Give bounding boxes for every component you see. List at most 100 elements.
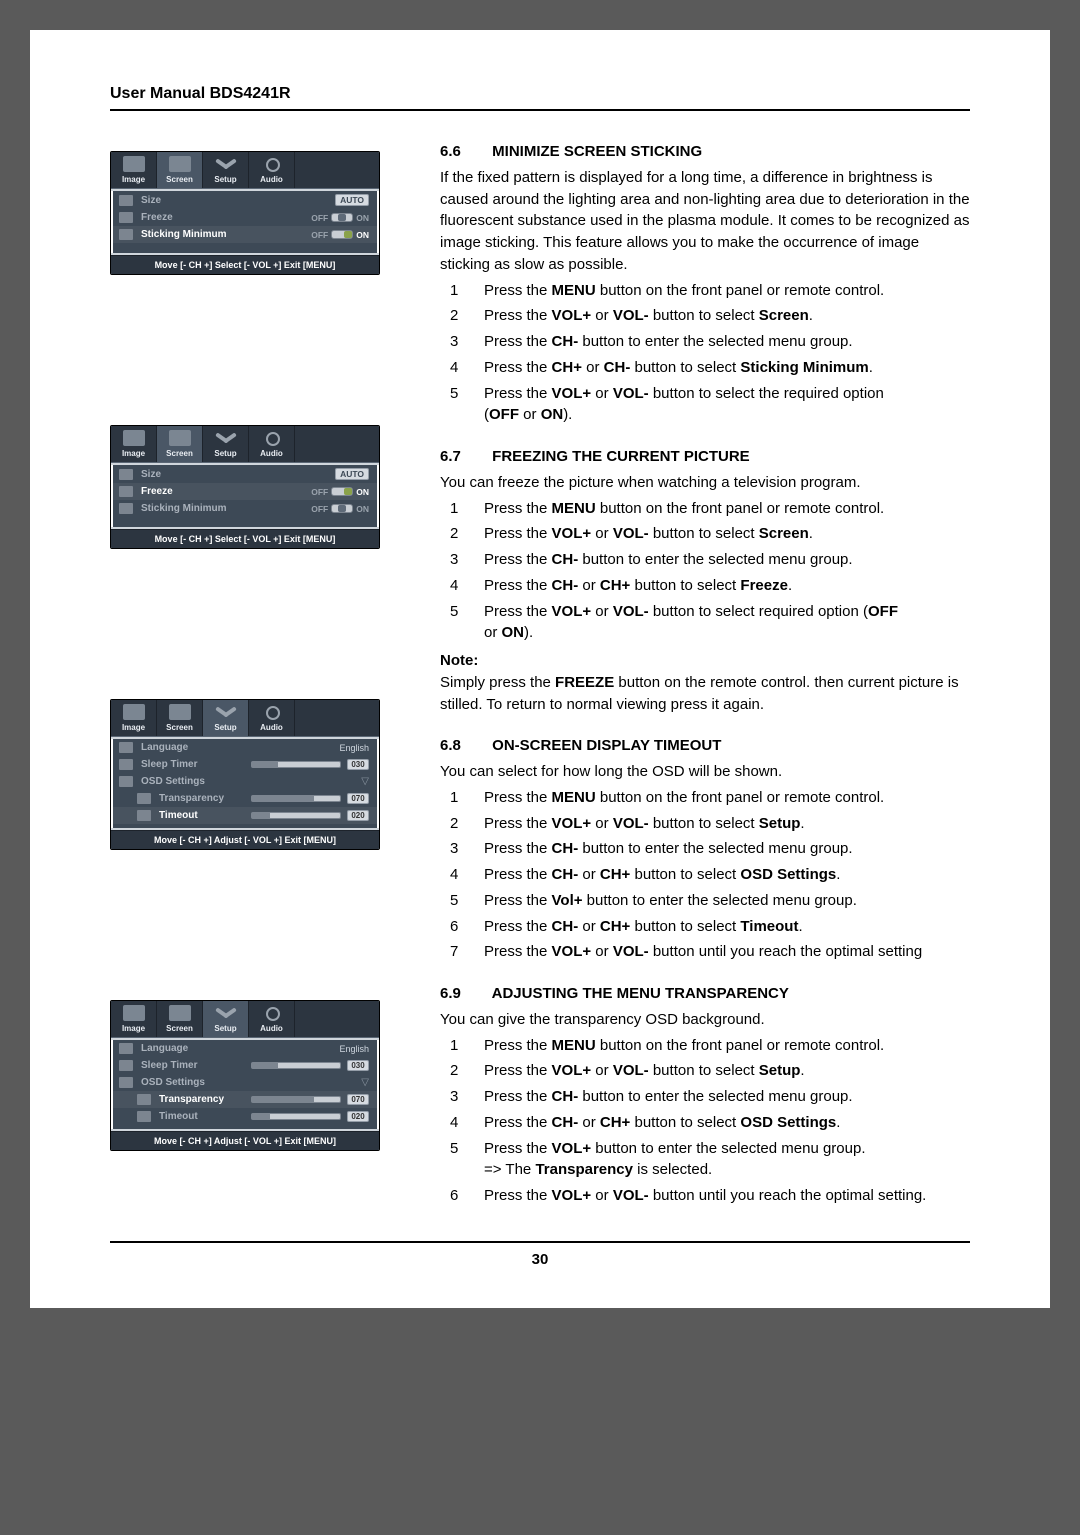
toggle-on: ON: [356, 213, 369, 223]
row-label: Timeout: [159, 810, 243, 821]
size-icon: [119, 469, 133, 480]
tab-label: Image: [122, 449, 145, 458]
speaker-icon: [261, 1005, 283, 1021]
slider-fill: [252, 762, 278, 767]
toggle-knob: [331, 230, 353, 239]
sticking-icon: [119, 503, 133, 514]
language-icon: [119, 742, 133, 753]
osd-row-timeout: Timeout 020: [111, 807, 379, 824]
tab-label: Audio: [260, 449, 283, 458]
osd-tabs: Image Screen Setup Audio: [111, 152, 379, 189]
step: Press the CH- or CH+ button to select OS…: [440, 1112, 970, 1134]
tab-label: Setup: [214, 175, 236, 184]
slider-fill: [252, 1063, 278, 1068]
row-label: Freeze: [141, 486, 303, 497]
osd-body: Language English Sleep Timer 030 OSD Set…: [111, 737, 379, 830]
tab-label: Screen: [166, 449, 193, 458]
tab-label: Image: [122, 723, 145, 732]
step: Press the VOL+ or VOL- button to select …: [440, 1060, 970, 1082]
osd-row-language: Language English: [111, 1040, 379, 1057]
osd-row-timeout: Timeout 020: [111, 1108, 379, 1125]
auto-badge: AUTO: [335, 468, 369, 480]
row-label: Size: [141, 195, 327, 206]
osd-tab-setup: Setup: [203, 426, 249, 462]
tab-label: Audio: [260, 1024, 283, 1033]
row-label: Sleep Timer: [141, 1060, 243, 1071]
text-column: 6.6 MINIMIZE SCREEN STICKING If the fixe…: [440, 141, 970, 1211]
slider-fill: [252, 1097, 314, 1102]
osd-footer: Move [- CH +] Adjust [- VOL +] Exit [MEN…: [111, 830, 379, 849]
osd-body: Size AUTO Freeze OFF ON S: [111, 189, 379, 255]
osd-tab-image: Image: [111, 1001, 157, 1037]
page-number: 30: [110, 1241, 970, 1268]
monitor-icon: [123, 156, 145, 172]
tab-label: Audio: [260, 723, 283, 732]
step: Press the CH- or CH+ button to select OS…: [440, 864, 970, 886]
row-label: Language: [141, 742, 331, 753]
section-intro: You can give the transparency OSD backgr…: [440, 1009, 970, 1031]
language-value: English: [339, 743, 369, 753]
section-num: 6.8: [440, 735, 488, 757]
osd-row-language: Language English: [111, 739, 379, 756]
row-label: Sleep Timer: [141, 759, 243, 770]
slider: 030: [251, 759, 369, 770]
section-num: 6.7: [440, 446, 488, 468]
toggle-knob: [331, 487, 353, 496]
slider: 030: [251, 1060, 369, 1071]
osd-setup-transparency: Image Screen Setup Audio Language Englis…: [110, 1000, 380, 1151]
section-intro: If the fixed pattern is displayed for a …: [440, 167, 970, 276]
toggle: OFF ON: [311, 213, 369, 223]
osd-screen-freeze: Image Screen Setup Audio Size AUTO Freez…: [110, 425, 380, 549]
page-header: User Manual BDS4241R: [110, 85, 970, 111]
section-title: 6.6 MINIMIZE SCREEN STICKING: [440, 141, 970, 163]
step: Press the Vol+ button to enter the selec…: [440, 890, 970, 912]
step: Press the MENU button on the front panel…: [440, 498, 970, 520]
step: Press the VOL+ or VOL- button to select …: [440, 813, 970, 835]
osd-row-sleep: Sleep Timer 030: [111, 756, 379, 773]
slider-value: 070: [347, 1094, 369, 1105]
timeout-icon: [137, 810, 151, 821]
step: Press the CH- button to enter the select…: [440, 838, 970, 860]
clock-icon: [119, 759, 133, 770]
step: Press the CH- button to enter the select…: [440, 549, 970, 571]
osd-tab-audio: Audio: [249, 152, 295, 188]
step: Press the CH- or CH+ button to select Fr…: [440, 575, 970, 597]
osd-row-size: Size AUTO: [111, 465, 379, 483]
toggle-knob: [331, 213, 353, 222]
step: Press the CH- or CH+ button to select Ti…: [440, 916, 970, 938]
section-intro: You can select for how long the OSD will…: [440, 761, 970, 783]
osd-row-sticking: Sticking Minimum OFF ON: [111, 500, 379, 517]
slider-bar: [251, 1096, 341, 1103]
row-label: OSD Settings: [141, 1077, 349, 1088]
osd-tab-setup: Setup: [203, 152, 249, 188]
screen-icon: [169, 1005, 191, 1021]
section-num: 6.6: [440, 141, 488, 163]
sticking-icon: [119, 229, 133, 240]
osd-tabs: Image Screen Setup Audio: [111, 1001, 379, 1038]
osd-tab-image: Image: [111, 700, 157, 736]
tools-icon: [215, 1005, 237, 1021]
settings-icon: [119, 1077, 133, 1088]
osd-tabs: Image Screen Setup Audio: [111, 700, 379, 737]
speaker-icon: [261, 430, 283, 446]
osd-tab-screen: Screen: [157, 152, 203, 188]
osd-row-size: Size AUTO: [111, 191, 379, 209]
section-intro: You can freeze the picture when watching…: [440, 472, 970, 494]
osd-body: Size AUTO Freeze OFF ON S: [111, 463, 379, 529]
toggle-on: ON: [356, 487, 369, 497]
slider: 070: [251, 793, 369, 804]
slider-fill: [252, 813, 270, 818]
step: Press the VOL+ or VOL- button to select …: [440, 383, 970, 427]
osd-tab-image: Image: [111, 152, 157, 188]
row-label: Sticking Minimum: [141, 503, 303, 514]
slider-bar: [251, 1062, 341, 1069]
content-grid: Image Screen Setup Audio Size AUTO Freez…: [110, 141, 970, 1211]
osd-screen-sticking: Image Screen Setup Audio Size AUTO Freez…: [110, 151, 380, 275]
section-heading: MINIMIZE SCREEN STICKING: [492, 143, 702, 160]
language-icon: [119, 1043, 133, 1054]
osd-row-osdsettings: OSD Settings ▽: [111, 1074, 379, 1091]
osd-footer: Move [- CH +] Select [- VOL +] Exit [MEN…: [111, 255, 379, 274]
steps-list: Press the MENU button on the front panel…: [440, 498, 970, 645]
row-label: Freeze: [141, 212, 303, 223]
step: Press the CH- button to enter the select…: [440, 1086, 970, 1108]
